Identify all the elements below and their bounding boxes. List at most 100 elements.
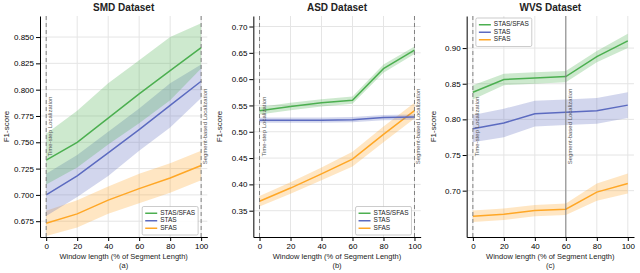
y-tick-label: 0.35 (232, 207, 248, 216)
y-axis: 0.700.750.800.850.90 (445, 17, 467, 238)
legend-label: STAS (374, 216, 391, 223)
panel: 0204060801000.6750.7000.7250.7500.7750.8… (2, 2, 209, 270)
legend-swatch (145, 220, 157, 222)
y-tick: 0.90 (445, 44, 467, 53)
y-axis: 0.6750.7000.7250.7500.7750.8000.8250.850 (14, 17, 41, 238)
x-tick-label: 0 (258, 242, 263, 251)
y-tick-label: 0.825 (14, 59, 35, 68)
x-tick-label: 80 (166, 242, 175, 251)
y-tick-label: 0.850 (14, 33, 35, 42)
x-tick-mark (291, 237, 292, 241)
grid-line-x (290, 16, 291, 237)
grid-line-y (253, 52, 420, 53)
y-tick-mark (463, 84, 467, 85)
y-tick-label: 0.675 (14, 217, 35, 226)
line (473, 41, 628, 92)
x-tick: 60 (562, 237, 571, 251)
x-tick-label: 40 (531, 242, 540, 251)
x-tick-label: 60 (562, 242, 571, 251)
legend-box (476, 18, 532, 47)
x-tick: 80 (166, 237, 175, 251)
x-axis-line (467, 237, 634, 238)
x-axis: 020406080100 (467, 237, 635, 251)
y-tick-label: 0.50 (232, 128, 248, 137)
x-tick-label: 80 (593, 242, 602, 251)
y-tick: 0.850 (14, 33, 40, 42)
annotation: Segment-based Localization (202, 89, 208, 165)
y-tick-mark (249, 27, 253, 28)
x-tick: 40 (104, 237, 113, 251)
x-tick-mark (77, 237, 78, 241)
y-tick: 0.85 (445, 80, 467, 89)
y-tick-mark (463, 119, 467, 120)
x-tick: 20 (287, 237, 296, 251)
legend: STAS/SFASSTASSFAS (476, 18, 532, 47)
y-tick: 0.40 (232, 180, 254, 189)
y-tick-mark (36, 142, 40, 143)
title: SMD Dataset (93, 2, 155, 13)
x-tick: 80 (593, 237, 602, 251)
y-tick: 0.45 (232, 154, 254, 163)
chart-container: 0 20 40 60 80 100 0.675 0.700 0.725 0.750 0.775 0.8… (0, 0, 640, 273)
annotation: Time-step Localization (474, 97, 480, 157)
x-tick-label: 100 (622, 242, 636, 251)
y-tick: 0.55 (232, 102, 254, 111)
y-tick-label: 0.55 (232, 102, 248, 111)
x-tick-mark (139, 237, 140, 241)
grid-line-x (627, 16, 628, 237)
grid-line-y (253, 26, 420, 27)
x-tick: 0 (258, 237, 263, 251)
x-tick-label: 20 (500, 242, 509, 251)
y-tick-mark (249, 105, 253, 106)
x-tick-mark (383, 237, 384, 241)
y-tick-label: 0.45 (232, 154, 248, 163)
subtitle: (a) (119, 261, 129, 270)
y-tick-mark (249, 79, 253, 80)
x-tick: 40 (531, 237, 540, 251)
grid-line-y (467, 155, 634, 156)
x-tick: 100 (622, 237, 636, 251)
y-tick-label: 0.80 (445, 115, 461, 124)
y-tick-mark (36, 221, 40, 222)
band (260, 103, 415, 207)
x-tick-mark (414, 237, 415, 241)
y-tick: 0.725 (14, 165, 40, 174)
plot-area (46, 23, 201, 236)
x-tick-label: 60 (349, 242, 358, 251)
y-tick-label: 0.700 (14, 191, 35, 200)
legend-box (142, 207, 198, 236)
x-tick-mark (170, 237, 171, 241)
y-tick: 0.65 (232, 49, 254, 58)
annotation: Segment-based Localization (567, 89, 573, 165)
grid (40, 16, 207, 237)
legend-label: SFAS (494, 35, 511, 42)
x-axis-title: Window length (% of Segment Length) (59, 252, 188, 261)
x-tick-mark (260, 237, 261, 241)
line (473, 105, 628, 129)
subtitle: (b) (332, 261, 342, 270)
band (260, 47, 415, 115)
legend-swatch (359, 213, 371, 215)
y-tick: 0.80 (445, 115, 467, 124)
y-tick-mark (463, 48, 467, 49)
line (473, 184, 628, 217)
y-tick-label: 0.750 (14, 138, 35, 147)
legend-swatch (145, 228, 157, 230)
legend-label: STAS (494, 28, 511, 35)
y-axis: 0.350.400.450.500.550.600.650.70 (232, 17, 254, 238)
x-tick-label: 60 (135, 242, 144, 251)
legend-swatch (145, 213, 157, 215)
plot-area (260, 47, 415, 207)
page: {"chart_data": [ {"type": "line", "title… (0, 0, 640, 273)
y-tick-label: 0.775 (14, 112, 35, 121)
grid-line-x (596, 16, 597, 237)
x-tick-label: 40 (104, 242, 113, 251)
y-tick: 0.775 (14, 112, 40, 121)
legend-label: STAS/SFAS (494, 20, 530, 27)
grid-line-y (253, 184, 420, 185)
grid (467, 16, 634, 237)
panel: 0204060801000.350.400.450.500.550.600.65… (215, 2, 422, 270)
x-tick-label: 100 (408, 242, 422, 251)
band (473, 174, 628, 222)
y-tick-mark (36, 169, 40, 170)
